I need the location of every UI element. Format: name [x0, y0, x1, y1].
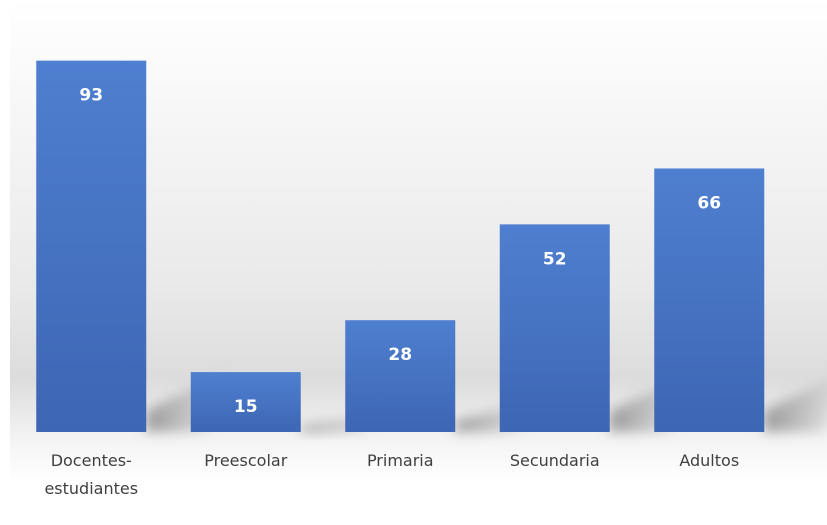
- bar-secundaria: [499, 224, 610, 432]
- bar-adultos: [654, 168, 765, 432]
- bar-value-label: 93: [79, 86, 103, 106]
- bar-primaria: [345, 320, 456, 432]
- category-label: estudiantes: [44, 479, 138, 498]
- category-axis-labels: Docentes-estudiantes Preescolar Primaria Se…: [44, 451, 739, 498]
- bar-value-label: 28: [388, 345, 412, 365]
- category-label: Primaria: [367, 451, 434, 470]
- data-labels: 93 15 28 52 66: [79, 86, 721, 417]
- bar-preescolar: [190, 372, 301, 432]
- category-label: Docentes-: [51, 451, 132, 470]
- category-label: Adultos: [679, 451, 739, 470]
- bar-shadow: [764, 380, 827, 432]
- category-label: Secundaria: [510, 451, 600, 470]
- bar-value-label: 66: [697, 193, 721, 213]
- bar-value-label: 52: [543, 249, 567, 269]
- bar-docentes-estudiantes: [36, 60, 147, 432]
- category-label: Preescolar: [204, 451, 287, 470]
- bar-value-label: 15: [234, 397, 258, 417]
- bars: [36, 60, 765, 432]
